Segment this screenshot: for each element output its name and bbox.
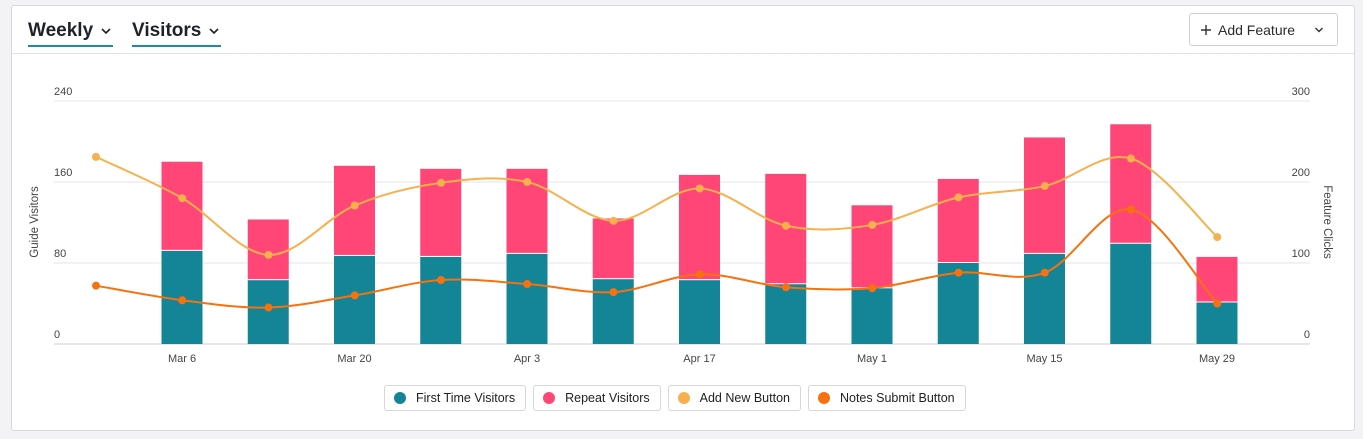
point-add-new-button [868, 220, 877, 229]
x-tick-label: Mar 20 [337, 353, 371, 365]
point-notes-submit-button [178, 296, 187, 305]
point-add-new-button [437, 178, 445, 187]
bar-first-time-visitors [1110, 243, 1152, 344]
period-label: Weekly [28, 20, 94, 41]
bar-first-time-visitors [247, 280, 289, 344]
bar-first-time-visitors [420, 256, 462, 344]
point-notes-submit-button [954, 268, 963, 277]
legend-item-repeat-visitors[interactable]: Repeat Visitors [533, 385, 661, 411]
point-add-new-button [954, 193, 963, 202]
legend-label: Repeat Visitors [565, 391, 650, 405]
point-add-new-button [350, 201, 359, 210]
legend-label: Add New Button [699, 391, 790, 405]
point-add-new-button [1040, 182, 1049, 191]
legend-item-first-time-visitors[interactable]: First Time Visitors [384, 385, 527, 411]
point-notes-submit-button [523, 280, 532, 289]
point-notes-submit-button [868, 284, 877, 293]
legend-item-add-new-button[interactable]: Add New Button [667, 385, 801, 411]
point-notes-submit-button [695, 270, 704, 279]
legend-label: Notes Submit Button [839, 391, 955, 405]
point-notes-submit-button [1040, 268, 1049, 277]
bar-repeat-visitors [161, 161, 203, 250]
x-tick-label: Apr 3 [514, 353, 540, 365]
bar-first-time-visitors [765, 284, 807, 344]
bar-repeat-visitors [247, 219, 289, 280]
point-notes-submit-button [1213, 299, 1222, 308]
point-add-new-button [1127, 154, 1135, 163]
point-add-new-button [1213, 233, 1222, 242]
tick-labels: 0 80 160 240 0 100 200 300 Mar 6 Mar 20 Apr 3 Apr 1… [54, 86, 1310, 365]
x-tick-label: Mar 6 [168, 353, 196, 365]
point-notes-submit-button [264, 303, 273, 312]
point-notes-submit-button [350, 291, 359, 300]
chevron-down-icon [1315, 27, 1323, 33]
x-tick-label: Apr 17 [683, 353, 715, 365]
legend: First Time Visitors Repeat Visitors Add … [384, 385, 966, 411]
bars-group [161, 124, 1238, 344]
metric-label: Visitors [132, 20, 202, 41]
legend-label: First Time Visitors [416, 391, 516, 405]
x-tick-label: May 15 [1026, 353, 1062, 365]
point-notes-submit-button [1127, 205, 1135, 214]
legend-swatch [677, 392, 690, 404]
bar-repeat-visitors [592, 218, 634, 279]
point-notes-submit-button [782, 283, 790, 292]
bar-repeat-visitors [1196, 256, 1238, 302]
metric-dropdown[interactable]: Visitors [132, 18, 222, 47]
x-tick-label: May 1 [857, 353, 887, 365]
add-feature-button[interactable]: Add Feature [1189, 13, 1338, 46]
chevron-down-icon [209, 28, 219, 35]
y-tick-label: 160 [54, 167, 72, 179]
bar-first-time-visitors [334, 255, 375, 344]
point-add-new-button [609, 216, 618, 225]
bar-repeat-visitors [1110, 124, 1152, 243]
y-tick-label: 240 [54, 86, 72, 98]
bar-first-time-visitors [1196, 302, 1238, 344]
y2-tick-label: 0 [1304, 329, 1310, 341]
bar-repeat-visitors [334, 165, 375, 255]
bar-first-time-visitors [506, 253, 548, 344]
chart-header: Weekly Visitors Add Feature [12, 6, 1354, 54]
chevron-down-icon [101, 28, 111, 35]
legend-swatch [543, 392, 556, 404]
bar-repeat-visitors [937, 178, 979, 262]
x-tick-label: May 29 [1199, 353, 1235, 365]
point-add-new-button [695, 184, 704, 193]
y2-tick-label: 300 [1292, 86, 1310, 98]
point-add-new-button [782, 221, 790, 230]
plus-icon [1201, 24, 1211, 35]
y-tick-label: 80 [54, 248, 66, 260]
point-add-new-button [178, 194, 187, 203]
bar-first-time-visitors [851, 288, 893, 344]
point-notes-submit-button [92, 281, 100, 290]
legend-item-notes-submit-button[interactable]: Notes Submit Button [807, 385, 966, 411]
y-tick-label: 0 [54, 329, 60, 341]
bar-repeat-visitors [851, 205, 893, 288]
bar-repeat-visitors [1024, 137, 1065, 253]
lines-group [92, 152, 1222, 312]
legend-swatch [394, 392, 406, 404]
bar-first-time-visitors [679, 280, 720, 344]
add-feature-label: Add Feature [1218, 21, 1296, 38]
point-notes-submit-button [609, 288, 618, 297]
combo-chart: 0 80 160 240 0 100 200 300 Mar 6 Mar 20 Apr 3 Apr 1… [29, 86, 1333, 365]
y-axis-label: Guide Visitors [29, 186, 41, 258]
legend-swatch [817, 392, 830, 404]
point-add-new-button [92, 152, 100, 161]
point-add-new-button [264, 250, 273, 259]
point-notes-submit-button [437, 276, 445, 285]
point-add-new-button [523, 178, 532, 186]
period-dropdown[interactable]: Weekly [28, 18, 114, 47]
y2-tick-label: 100 [1292, 248, 1310, 260]
y2-tick-label: 200 [1292, 167, 1310, 179]
bar-first-time-visitors [1024, 253, 1065, 344]
y2-axis-label: Feature Clicks [1321, 185, 1333, 259]
